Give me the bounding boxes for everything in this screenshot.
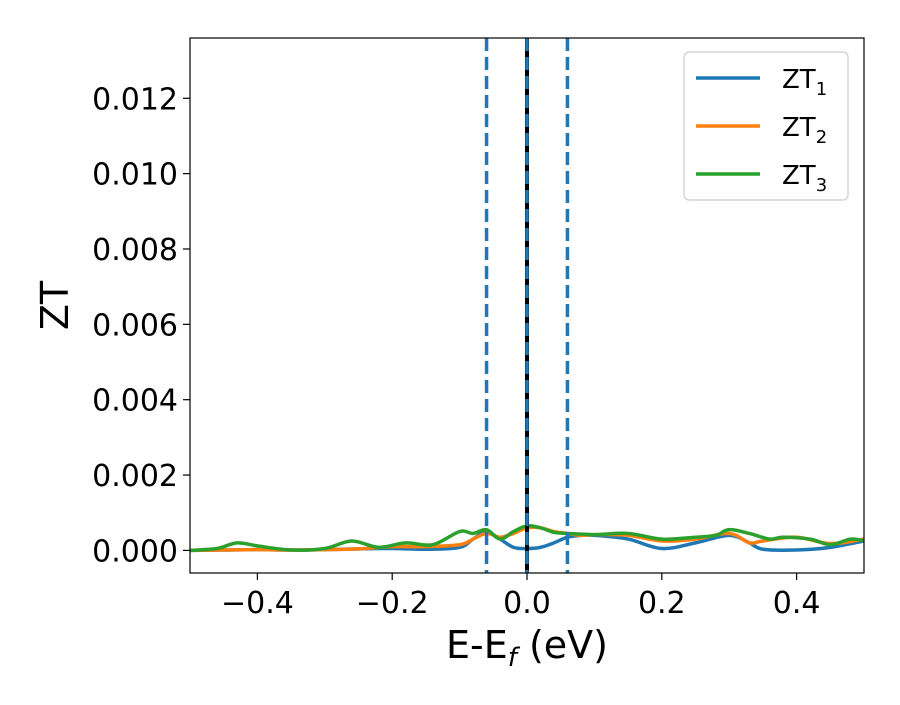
series-line-zt3 (190, 524, 864, 553)
y-tick-label: 0.004 (92, 384, 178, 419)
y-tick-label: 0.002 (92, 459, 178, 494)
y-tick-label: 0.008 (92, 233, 178, 268)
x-tick-label: 0.0 (503, 586, 551, 621)
x-axis: −0.4 −0.2 0.0 0.2 0.4 (221, 573, 820, 621)
y-axis: 0.000 0.002 0.004 0.006 0.008 0.010 0.012 (92, 82, 190, 569)
x-tick-label: 0.2 (638, 586, 686, 621)
legend-label-zt3: ZT3 (782, 161, 827, 196)
x-axis-title-main: E-E (446, 623, 508, 667)
y-tick-label: 0.006 (92, 308, 178, 343)
y-tick-label: 0.000 (92, 534, 178, 569)
x-axis-title: E-Ef (eV) (446, 623, 608, 673)
x-tick-label: 0.4 (773, 586, 821, 621)
y-axis-title: ZT (33, 280, 77, 330)
y-tick-label: 0.010 (92, 158, 178, 193)
x-axis-title-tail: (eV) (517, 623, 608, 667)
y-tick-label: 0.012 (92, 82, 178, 117)
legend-label-zt1: ZT1 (782, 65, 827, 100)
x-tick-label: −0.2 (356, 586, 429, 621)
legend-box (683, 51, 849, 201)
legend: ZT1 ZT2 ZT3 (683, 51, 849, 201)
legend-label-zt2: ZT2 (782, 113, 827, 148)
x-tick-label: −0.4 (221, 586, 294, 621)
